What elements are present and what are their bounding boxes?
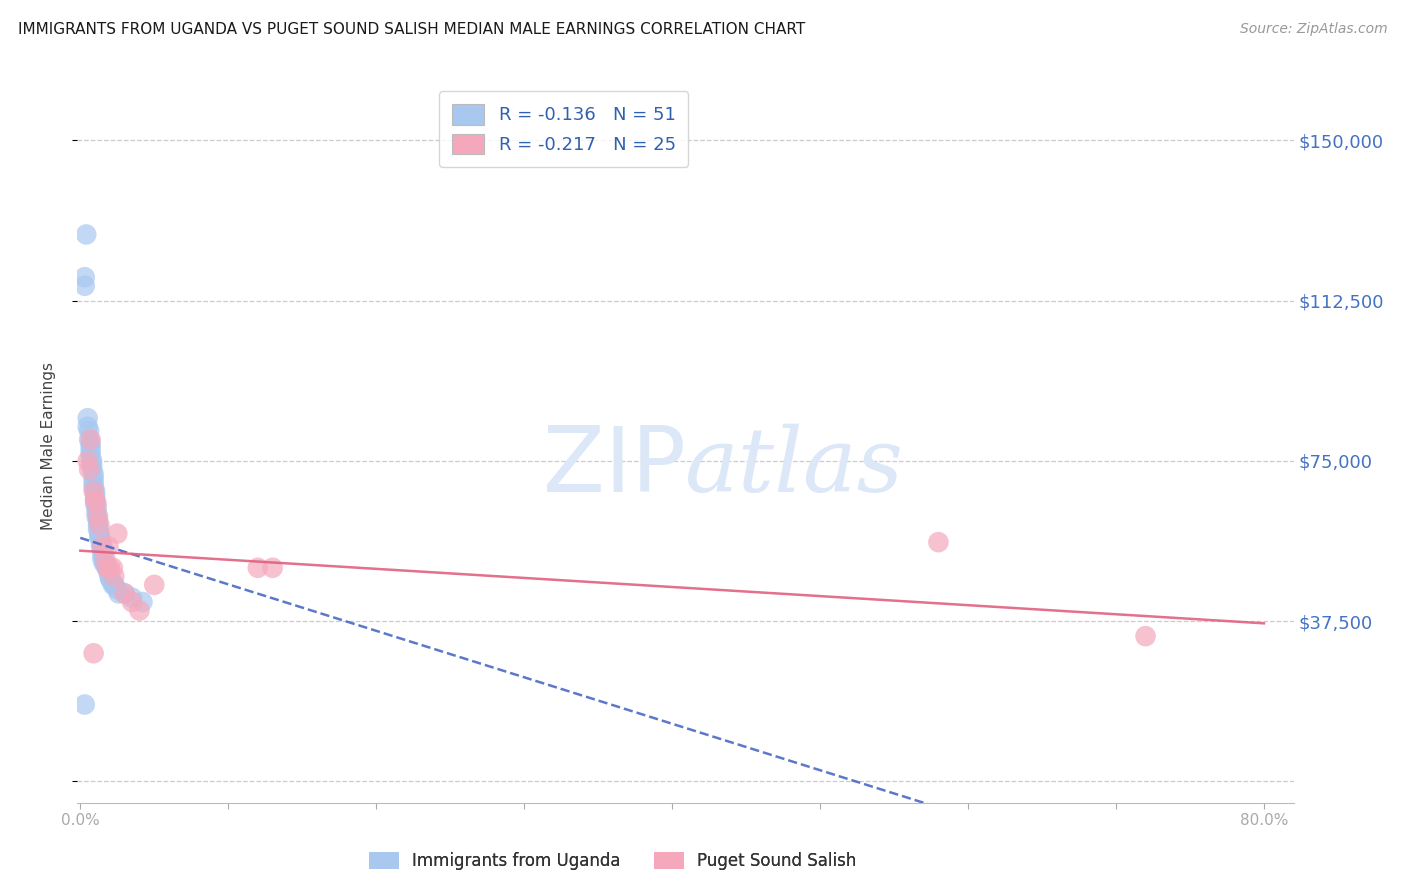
Point (84, 492, 107, 507)
Point (114, 586, 136, 600)
Point (98, 572, 121, 586)
Point (83, 471, 105, 485)
Point (82, 458, 104, 473)
Point (83, 467, 105, 481)
Point (86, 497, 108, 511)
Point (79, 450, 101, 464)
Point (1135, 629, 1157, 643)
Point (114, 586, 136, 600)
Point (262, 561, 284, 575)
Text: Source: ZipAtlas.com: Source: ZipAtlas.com (1240, 22, 1388, 37)
Point (82, 462, 104, 476)
Point (90, 535, 112, 549)
Point (87, 522, 110, 536)
Point (83, 480, 105, 494)
Legend: Immigrants from Uganda, Puget Sound Salish: Immigrants from Uganda, Puget Sound Sali… (361, 845, 863, 877)
Point (76, 411, 98, 425)
Point (83, 483, 105, 498)
Point (91, 543, 114, 558)
Point (97, 540, 120, 554)
Point (84, 497, 107, 511)
Point (77, 462, 100, 476)
Point (93, 557, 115, 571)
Point (77, 433, 100, 447)
Point (79, 441, 101, 455)
Point (100, 574, 122, 588)
Point (86, 505, 108, 519)
Point (87, 509, 110, 524)
Point (107, 586, 129, 600)
Point (121, 595, 143, 609)
Point (86, 509, 108, 524)
Point (79, 437, 101, 451)
Point (83, 646, 105, 660)
Point (94, 557, 117, 571)
Point (73, 698, 96, 712)
Point (76, 419, 98, 434)
Point (103, 569, 125, 583)
Point (89, 531, 111, 545)
Point (79, 433, 101, 447)
Point (246, 561, 269, 575)
Point (84, 488, 107, 502)
Point (76, 454, 98, 468)
Point (73, 270, 96, 285)
Point (73, 278, 96, 293)
Point (75, 227, 97, 242)
Point (91, 552, 114, 566)
Point (128, 603, 150, 617)
Point (82, 454, 104, 468)
Text: atlas: atlas (686, 424, 904, 511)
Point (101, 561, 124, 575)
Point (131, 595, 153, 609)
Point (927, 535, 949, 549)
Point (77, 424, 100, 438)
Point (87, 518, 110, 533)
Y-axis label: Median Male Earnings: Median Male Earnings (42, 362, 56, 530)
Point (89, 526, 111, 541)
Point (143, 578, 166, 592)
Point (84, 483, 107, 498)
Point (98, 569, 121, 583)
Point (105, 582, 128, 596)
Point (96, 561, 118, 575)
Point (79, 445, 101, 459)
Point (121, 591, 143, 605)
Point (91, 548, 114, 562)
Point (83, 475, 105, 490)
Point (86, 500, 108, 515)
Text: ZIP: ZIP (543, 424, 686, 511)
Point (91, 540, 114, 554)
Point (105, 526, 128, 541)
Point (103, 578, 125, 592)
Point (94, 552, 117, 566)
Text: IMMIGRANTS FROM UGANDA VS PUGET SOUND SALISH MEDIAN MALE EARNINGS CORRELATION CH: IMMIGRANTS FROM UGANDA VS PUGET SOUND SA… (18, 22, 806, 37)
Point (96, 561, 118, 575)
Point (84, 492, 107, 507)
Point (97, 565, 120, 579)
Point (98, 561, 121, 575)
Point (90, 540, 112, 554)
Point (89, 529, 111, 543)
Point (87, 514, 110, 528)
Point (101, 578, 124, 592)
Point (89, 518, 111, 533)
